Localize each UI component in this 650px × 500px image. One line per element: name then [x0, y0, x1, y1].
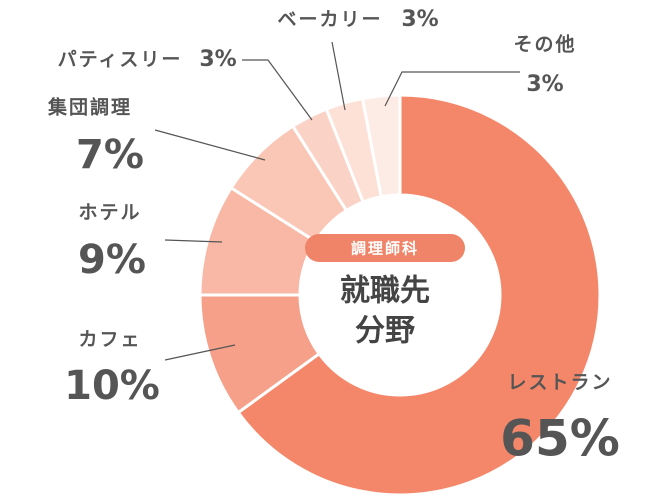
leader-line: [164, 239, 223, 243]
value-label: 3%: [526, 72, 563, 97]
value-label: 65%: [500, 410, 620, 468]
leader-line: [154, 129, 266, 161]
category-label: ホテル: [78, 202, 141, 224]
category-label: レストラン: [507, 372, 612, 394]
value-label: 3%: [199, 47, 236, 72]
category-label: パティスリー: [58, 49, 183, 71]
badge-bg: [305, 234, 465, 262]
leader-line: [384, 71, 520, 107]
slice: [360, 93, 402, 199]
value-label: 3%: [401, 7, 438, 32]
leader-line: [164, 344, 236, 361]
category-label: ベーカリー: [277, 9, 382, 31]
badge: 調理師科: [351, 240, 419, 258]
value-label: 10%: [64, 363, 160, 409]
center-label: 就職先: [340, 274, 430, 309]
leader-line: [242, 59, 313, 121]
center-label: 分野: [355, 314, 415, 349]
slice: [236, 93, 602, 497]
value-label: 9%: [78, 237, 146, 283]
category-label: カフェ: [78, 329, 141, 351]
leader-line: [331, 41, 346, 111]
category-label: 集団調理: [47, 96, 132, 119]
value-label: 7%: [76, 132, 144, 178]
category-label: その他: [513, 33, 576, 56]
